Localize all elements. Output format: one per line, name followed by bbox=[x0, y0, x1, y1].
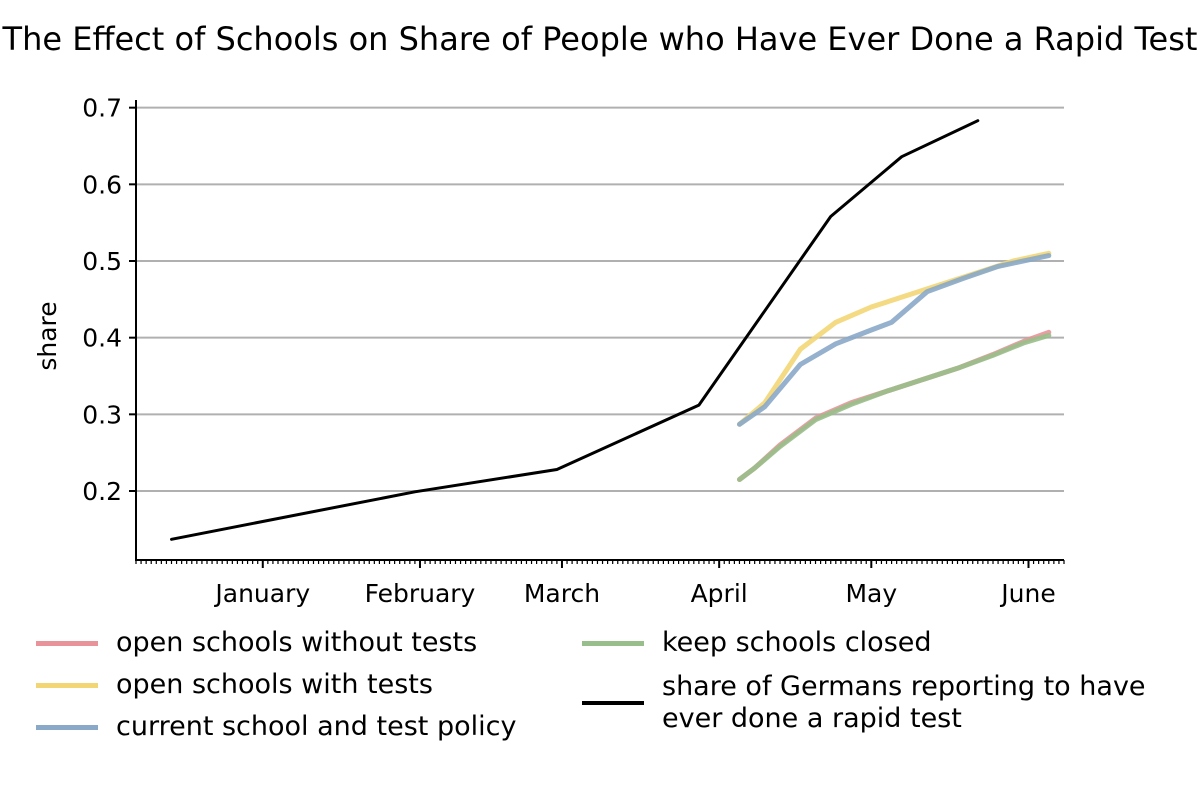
x-tick-label: February bbox=[365, 579, 476, 608]
axes: 0.2 0.3 0.4 0.5 0.6 0.7 January February March Ap… bbox=[82, 94, 1065, 608]
chart-title: The Effect of Schools on Share of People… bbox=[2, 20, 1198, 58]
x-tick-label: June bbox=[999, 579, 1055, 608]
x-tick-label: April bbox=[691, 579, 748, 608]
series-lines bbox=[170, 119, 1052, 541]
series-line-0 bbox=[737, 329, 1052, 482]
y-tick-label: 0.6 bbox=[82, 170, 122, 199]
series-line-2 bbox=[737, 253, 1052, 427]
x-tick-label: May bbox=[845, 579, 897, 608]
y-tick-label: 0.2 bbox=[82, 477, 122, 506]
y-tick-label: 0.4 bbox=[82, 324, 122, 353]
x-tick-label: January bbox=[213, 579, 310, 608]
y-tick-label: 0.3 bbox=[82, 400, 122, 429]
x-tick-label: March bbox=[524, 579, 600, 608]
y-tick-label: 0.5 bbox=[82, 247, 122, 276]
series-line-4 bbox=[170, 119, 980, 541]
series-line-3 bbox=[737, 332, 1052, 482]
y-axis-label: share bbox=[33, 301, 62, 370]
gridlines bbox=[136, 106, 1064, 492]
y-tick-label: 0.7 bbox=[82, 94, 122, 123]
